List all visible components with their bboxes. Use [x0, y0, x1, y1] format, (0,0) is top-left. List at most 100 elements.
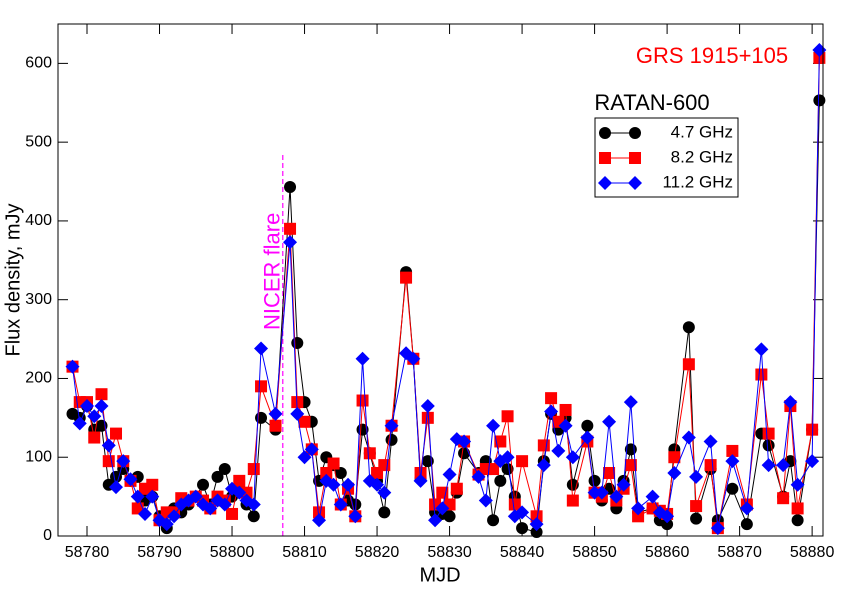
data-point [457, 434, 472, 449]
x-tick-label: 58880 [790, 544, 835, 561]
data-point [284, 181, 297, 194]
data-point [609, 489, 624, 504]
data-point [420, 399, 435, 414]
data-point [320, 466, 333, 479]
data-point [762, 427, 775, 440]
data-point [88, 431, 101, 444]
annotation-label: NICER flare [260, 213, 285, 330]
y-tick-label: 600 [25, 55, 52, 72]
data-point [602, 414, 617, 429]
data-point [703, 434, 718, 449]
data-point [101, 438, 116, 453]
data-point [739, 501, 754, 516]
data-point [406, 351, 421, 366]
data-point [211, 470, 224, 483]
data-point [558, 418, 573, 433]
x-tick-label: 58840 [500, 544, 545, 561]
data-point [471, 469, 486, 484]
legend-label: 8.2 GHz [671, 147, 733, 166]
data-point [458, 447, 471, 460]
y-axis-label: Flux density, mJy [2, 204, 24, 357]
data-point [599, 127, 611, 139]
data-point [233, 474, 246, 487]
y-tick-label: 200 [25, 370, 52, 387]
data-point [377, 485, 392, 500]
data-point [544, 404, 559, 419]
data-point [598, 176, 612, 190]
data-point [682, 358, 695, 371]
data-point [726, 444, 739, 457]
data-point [356, 394, 369, 407]
data-point [551, 443, 566, 458]
data-point [116, 454, 131, 469]
data-point [435, 501, 450, 516]
data-point [536, 458, 551, 473]
data-point [682, 321, 695, 334]
x-tick-label: 58860 [645, 544, 690, 561]
data-point [443, 510, 456, 523]
data-point [661, 518, 674, 531]
data-point [790, 477, 805, 492]
x-axis-label: MJD [419, 564, 460, 586]
data-point [500, 450, 515, 465]
data-point [291, 337, 304, 350]
data-point [629, 127, 641, 139]
data-point [370, 477, 385, 492]
data-point [246, 497, 261, 512]
data-point [710, 521, 725, 536]
x-tick-label: 58810 [282, 544, 327, 561]
data-point [806, 423, 819, 436]
data-point [428, 513, 443, 528]
data-point [603, 466, 616, 479]
data-point [629, 152, 641, 164]
data-point [167, 509, 182, 524]
x-tick-label: 58870 [717, 544, 762, 561]
data-point [754, 342, 769, 357]
data-point [217, 497, 232, 512]
data-point [400, 271, 413, 284]
data-point [109, 480, 124, 495]
data-point [515, 505, 530, 520]
data-point [450, 482, 463, 495]
data-point [501, 463, 514, 476]
data-point [268, 406, 283, 421]
data-point [290, 406, 305, 421]
data-point [805, 454, 820, 469]
data-point [145, 489, 160, 504]
data-point [138, 506, 153, 521]
data-point [628, 176, 642, 190]
data-point [725, 454, 740, 469]
legend-title: RATAN-600 [594, 90, 709, 115]
data-point [442, 467, 457, 482]
data-point [385, 433, 398, 446]
data-point [632, 510, 645, 523]
data-point [777, 492, 790, 505]
data-point [72, 416, 87, 431]
data-point [667, 465, 682, 480]
data-point [645, 489, 660, 504]
data-point [599, 152, 611, 164]
y-tick-label: 500 [25, 133, 52, 150]
data-point [681, 430, 696, 445]
chart-title: GRS 1915+105 [636, 43, 788, 68]
data-point [341, 477, 356, 492]
data-point [348, 509, 363, 524]
data-point [146, 478, 159, 491]
data-point [740, 518, 753, 531]
data-point [494, 474, 507, 487]
data-point [421, 411, 434, 424]
data-point [631, 501, 646, 516]
x-tick-label: 58850 [572, 544, 617, 561]
plot-frame [57, 23, 824, 537]
data-point [623, 395, 638, 410]
data-point [516, 522, 529, 535]
data-point [254, 341, 269, 356]
data-point [378, 506, 391, 519]
data-point [668, 451, 681, 464]
data-point [334, 466, 347, 479]
data-point [565, 450, 580, 465]
data-point [94, 399, 109, 414]
data-point [559, 403, 572, 416]
data-point [159, 517, 174, 532]
